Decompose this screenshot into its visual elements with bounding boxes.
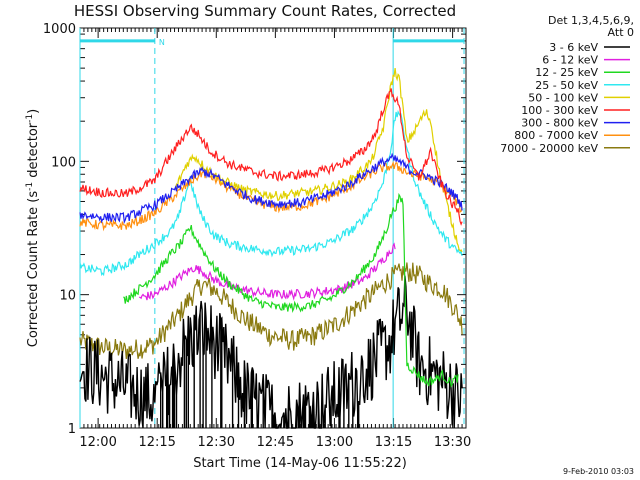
legend-label: 7000 - 20000 keV: [500, 142, 598, 155]
x-tick-label: 12:00: [79, 435, 116, 450]
x-tick-label: 12:45: [257, 435, 294, 450]
series-line-6: [79, 152, 463, 225]
legend-label: 6 - 12 keV: [542, 54, 598, 67]
status-label: N: [159, 38, 165, 47]
y-tick-label: 1000: [43, 22, 76, 37]
series-line-1: [139, 242, 396, 301]
footer-date: 9-Feb-2010 03:03: [563, 467, 634, 476]
x-tick-label: 12:15: [138, 435, 175, 450]
x-axis-label: Start Time (14-May-06 11:55:22): [193, 456, 407, 471]
series-line-0: [79, 275, 463, 429]
legend-header-detectors: Det 1,3,4,5,6,9,: [548, 14, 634, 27]
legend-label: 50 - 100 keV: [528, 91, 598, 104]
series-line-3: [79, 109, 463, 277]
y-tick-label: 100: [51, 155, 76, 170]
legend-label: 3 - 6 keV: [549, 41, 598, 54]
legend-label: 12 - 25 keV: [535, 66, 598, 79]
y-tick-label: 1: [68, 422, 76, 437]
legend-label: 300 - 800 keV: [521, 117, 598, 130]
y-tick-label: 10: [59, 289, 76, 304]
chart-title: HESSI Observing Summary Count Rates, Cor…: [74, 2, 456, 20]
status-bars: N: [80, 38, 465, 47]
y-axis: 1 10 100 1000: [43, 22, 466, 437]
legend-header-attenuator: Att 0: [608, 26, 634, 39]
y-axis-label: Corrected Count Rate (s-1 detector-1): [25, 109, 41, 347]
series-line-2: [123, 192, 459, 388]
series-line-7: [79, 160, 463, 232]
legend-label: 25 - 50 keV: [535, 79, 598, 92]
x-tick-label: 13:30: [434, 435, 471, 450]
series-layer: [79, 68, 463, 429]
x-tick-label: 12:30: [198, 435, 235, 450]
x-tick-label: 13:15: [375, 435, 412, 450]
x-tick-label: 13:00: [316, 435, 353, 450]
series-line-5: [79, 88, 463, 226]
legend-label: 100 - 300 keV: [521, 104, 598, 117]
legend-label: 800 - 7000 keV: [514, 129, 598, 142]
x-axis: 12:00 12:15 12:30 12:45 13:00 13:15 13:30: [79, 28, 471, 450]
series-line-8: [79, 262, 463, 360]
